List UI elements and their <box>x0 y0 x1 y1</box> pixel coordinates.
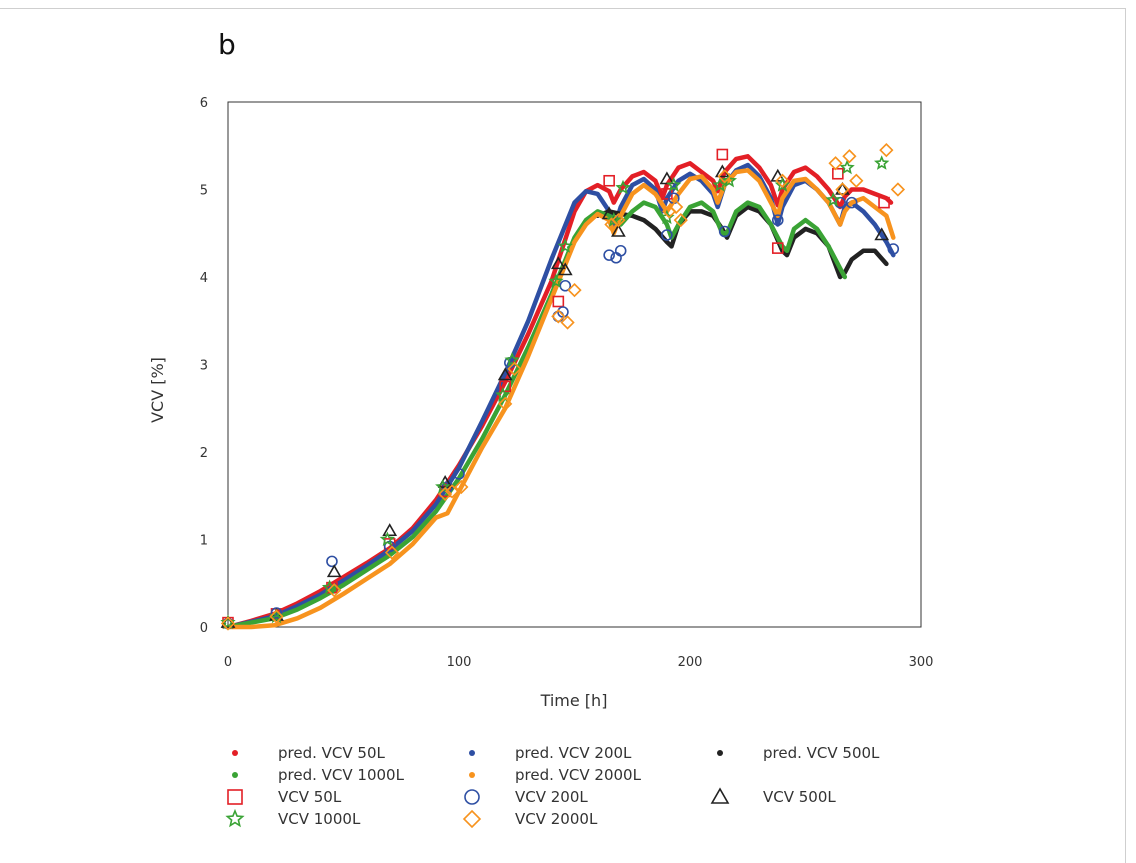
triangle-marker-500L <box>835 181 850 195</box>
square-marker-50L <box>771 242 784 254</box>
diamond-marker-2000L <box>498 396 513 412</box>
diamond-marker-2000L <box>269 609 284 624</box>
x-tick-label: 200 <box>678 655 703 670</box>
diamond-marker-2000L <box>560 315 575 330</box>
diamond-marker-2000L <box>849 173 864 188</box>
circle-marker-200L <box>270 607 283 619</box>
diamond-marker-2000L <box>842 149 857 164</box>
diamond-marker-2000L <box>890 182 906 197</box>
x-tick-labels: 0 100 200 300 <box>224 655 934 670</box>
diamond-marker-2000L <box>717 169 732 184</box>
prediction-lines <box>225 154 896 630</box>
diamond-marker-2000L <box>507 361 522 377</box>
diamond-marker-2000L <box>669 199 684 215</box>
triangle-marker-500L <box>659 171 675 185</box>
triangle-marker-500L <box>497 367 513 381</box>
circle-marker-200L <box>614 244 627 257</box>
star-marker-1000L <box>548 273 564 288</box>
square-marker-50L <box>878 196 890 209</box>
diamond-marker-2000L <box>673 212 688 228</box>
plot-area <box>227 101 922 628</box>
y-tick-label: 6 <box>200 96 208 111</box>
diamond-marker-2000L <box>567 282 582 298</box>
x-tick-label: 100 <box>447 655 472 670</box>
star-marker-1000L <box>825 191 841 207</box>
observed-points <box>220 142 906 631</box>
diamond-marker-2000L <box>611 212 626 228</box>
diamond-marker-2000L <box>828 156 843 171</box>
square-marker-50L <box>499 380 512 393</box>
triangle-marker-500L <box>557 262 573 276</box>
star-marker-1000L <box>839 159 855 175</box>
y-tick-label: 5 <box>200 184 208 199</box>
diamond-marker-2000L <box>454 479 469 495</box>
star-marker-1000L <box>666 177 682 192</box>
triangle-marker-500L <box>611 223 626 237</box>
circle-marker-200L <box>845 196 858 209</box>
y-tick-label: 2 <box>200 446 208 461</box>
diamond-marker-2000L <box>220 616 236 631</box>
star-marker-1000L <box>379 531 396 547</box>
panel-label: b <box>218 28 236 61</box>
diamond-marker-2000L <box>438 486 453 502</box>
prediction-line-1000L <box>225 200 848 630</box>
prediction-line-2000L <box>225 168 896 630</box>
circle-marker-200L <box>453 468 465 480</box>
circle-marker-200L <box>718 225 731 238</box>
star-marker-1000L <box>721 172 738 188</box>
triangle-marker-500L <box>874 227 890 241</box>
triangle-marker-500L <box>220 615 236 628</box>
square-marker-50L <box>603 174 615 187</box>
circle-marker-200L <box>771 214 784 226</box>
circle-marker-200L <box>603 249 615 261</box>
x-tick-label: 0 <box>224 655 232 670</box>
y-tick-label: 0 <box>200 621 208 636</box>
diamond-marker-2000L <box>879 142 894 158</box>
star-marker-1000L <box>504 352 520 367</box>
square-marker-50L <box>552 295 565 308</box>
star-marker-1000L <box>495 387 511 402</box>
diamond-marker-2000L <box>775 173 790 188</box>
diamond-marker-2000L <box>384 545 400 560</box>
prediction-line-50L <box>225 154 894 630</box>
star-marker-1000L <box>220 614 236 630</box>
star-marker-1000L <box>606 212 622 227</box>
figure-frame <box>0 8 1126 863</box>
diamond-marker-2000L <box>444 484 460 499</box>
prediction-line-500L <box>595 204 889 280</box>
x-axis-label: Time [h] <box>540 691 608 710</box>
triangle-marker-500L <box>550 256 566 270</box>
circle-marker-200L <box>326 555 338 568</box>
diamond-marker-2000L <box>835 182 850 197</box>
x-tick-label: 300 <box>909 655 934 670</box>
y-tick-labels: 0 1 2 3 4 5 6 <box>200 96 208 636</box>
triangle-marker-500L <box>326 564 342 578</box>
y-tick-label: 4 <box>200 271 208 286</box>
star-marker-1000L <box>615 179 631 195</box>
circle-marker-200L <box>559 279 572 292</box>
square-marker-50L <box>832 167 844 180</box>
y-tick-label: 3 <box>200 359 208 374</box>
square-marker-50L <box>716 148 729 161</box>
star-marker-1000L <box>557 238 574 253</box>
star-marker-1000L <box>873 155 890 170</box>
triangle-marker-500L <box>382 523 398 537</box>
diamond-marker-2000L <box>327 583 342 598</box>
y-axis-label: VCV [%] <box>148 357 167 423</box>
diamond-marker-2000L <box>551 309 566 324</box>
circle-marker-200L <box>887 243 900 255</box>
circle-marker-200L <box>661 229 673 241</box>
y-tick-label: 1 <box>200 534 208 549</box>
